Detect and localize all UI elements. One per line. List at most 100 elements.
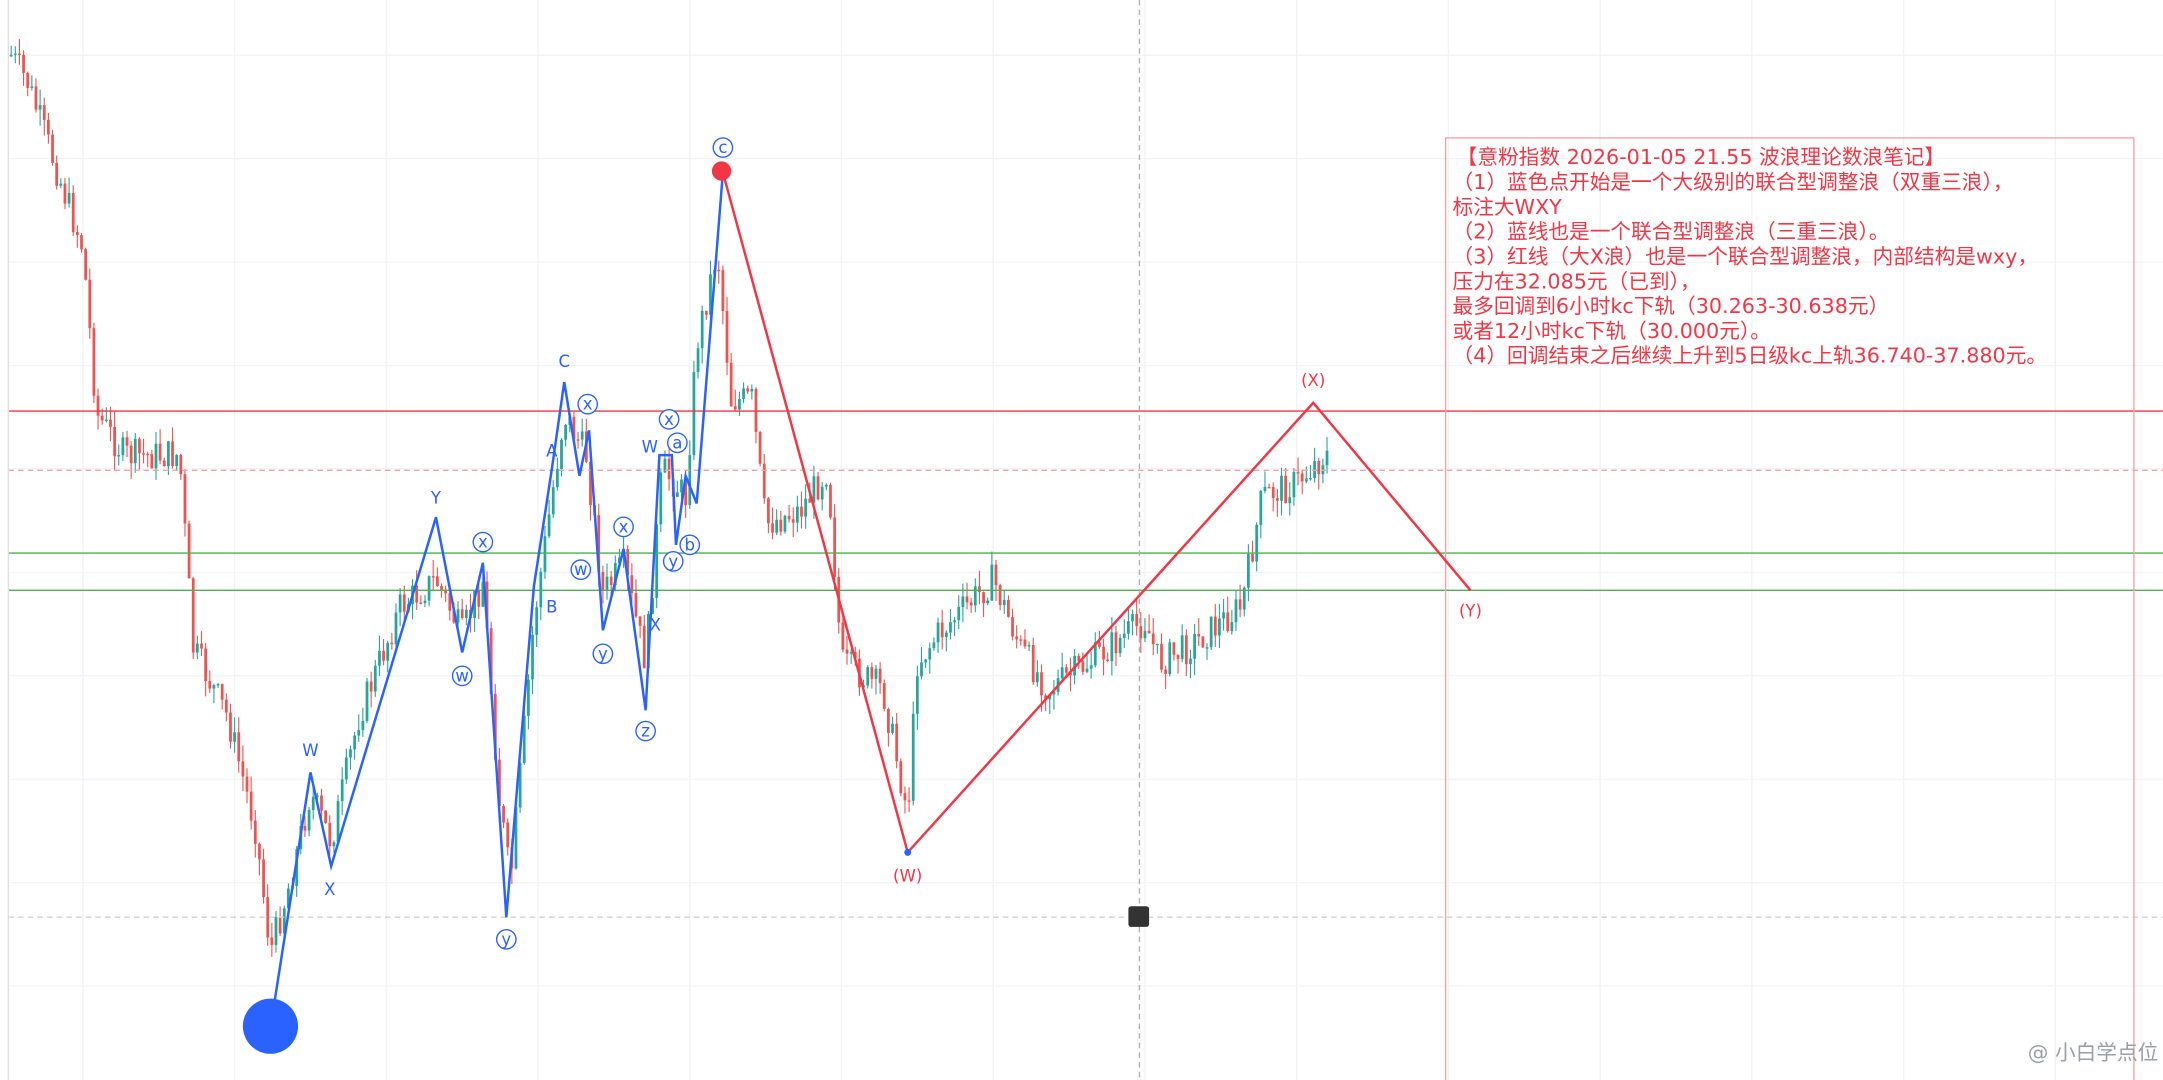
- candle-body: [1135, 614, 1139, 627]
- candle-body: [696, 348, 700, 373]
- candle-body: [1164, 669, 1168, 674]
- candle-body: [1031, 645, 1035, 683]
- candle-body: [357, 730, 361, 736]
- candle-body: [195, 643, 199, 653]
- candle-body: [249, 791, 253, 821]
- candle-body: [738, 398, 741, 410]
- red-wave: [721, 172, 1472, 855]
- candle-body: [866, 667, 870, 686]
- crosshair-button[interactable]: [1128, 906, 1150, 927]
- candle-body: [709, 274, 712, 315]
- candle-body: [986, 600, 990, 604]
- candle-body: [580, 431, 584, 440]
- candle-body: [870, 667, 874, 679]
- candle-body: [543, 536, 547, 572]
- candle-body: [444, 589, 448, 594]
- candle-body: [448, 593, 452, 611]
- candle-body: [386, 642, 390, 661]
- candle-body: [1209, 616, 1213, 648]
- candle-body: [969, 602, 973, 606]
- wave-label: x: [619, 517, 629, 536]
- candle-body: [1242, 587, 1246, 610]
- candle-body: [1019, 639, 1023, 641]
- candle-body: [1077, 655, 1081, 662]
- candle-body: [626, 549, 630, 576]
- wave-label: W: [642, 437, 658, 456]
- candle-body: [361, 720, 365, 731]
- label-circle: [679, 534, 701, 556]
- candle-body: [849, 652, 853, 654]
- candle-body: [1193, 633, 1196, 659]
- candle-body: [460, 609, 464, 619]
- wave-label: x: [664, 410, 674, 429]
- candle-body: [572, 416, 576, 440]
- candle-body: [812, 476, 816, 503]
- candle-body: [721, 270, 725, 311]
- candle-body: [224, 699, 228, 713]
- label-circle: [570, 559, 592, 580]
- candle-body: [282, 908, 286, 934]
- candle-body: [1251, 553, 1254, 562]
- candle-body: [67, 192, 71, 204]
- candle-body: [932, 642, 936, 649]
- note-line: （2）蓝线也是一个联合型调整浪（三重三浪）。: [1453, 220, 1890, 244]
- candle-body: [353, 735, 356, 750]
- candle-body: [1230, 622, 1234, 632]
- wave-label: (W): [893, 866, 922, 885]
- candle-body: [187, 523, 191, 579]
- label-circle: [451, 665, 473, 687]
- candle-body: [1131, 614, 1134, 622]
- candle-body: [576, 439, 580, 441]
- candle-body: [200, 643, 203, 649]
- candle-body: [742, 388, 745, 399]
- candle-body: [1160, 643, 1163, 670]
- candle-body: [746, 388, 750, 392]
- candle-body: [1325, 450, 1329, 466]
- candle-body: [924, 659, 928, 663]
- wave-label: w: [455, 666, 469, 685]
- candle-body: [655, 524, 659, 599]
- candle-body: [42, 105, 46, 120]
- candle-body: [287, 888, 290, 909]
- candle-body: [485, 581, 489, 629]
- candle-body: [1106, 659, 1110, 662]
- candle-body: [973, 586, 977, 606]
- candle-body: [953, 620, 956, 623]
- candle-body: [237, 732, 241, 762]
- candle-body: [936, 622, 940, 643]
- candle-body: [129, 445, 133, 464]
- candle-body: [452, 610, 456, 623]
- candle-body: [179, 454, 183, 475]
- candle-body: [266, 897, 270, 938]
- wave-label: y: [668, 552, 678, 571]
- candle-body: [1176, 654, 1180, 659]
- candle-body: [1139, 626, 1143, 639]
- candle-body: [498, 759, 501, 807]
- candle-body: [382, 650, 385, 661]
- candle-body: [171, 441, 174, 467]
- candle-body: [949, 622, 952, 633]
- candle-body: [154, 443, 158, 469]
- candle-body: [1002, 599, 1006, 606]
- wave-label: Y: [430, 488, 442, 507]
- grid: [8, 0, 2163, 1080]
- candle-body: [928, 648, 932, 660]
- candle-body: [253, 820, 257, 844]
- candle-body: [1085, 668, 1089, 672]
- candle-body: [791, 519, 795, 523]
- note-lines: （1）蓝色点开始是一个大级别的联合型调整浪（双重三浪），标注大WXY（2）蓝线也…: [1453, 170, 2048, 368]
- wave-label: y: [501, 930, 511, 949]
- note-line: （1）蓝色点开始是一个大级别的联合型调整浪（双重三浪），: [1453, 170, 2014, 194]
- candle-body: [13, 53, 17, 55]
- watermark: @ 小白学点位: [2028, 1040, 2159, 1064]
- candle-body: [535, 607, 539, 635]
- candle-body: [30, 86, 34, 88]
- candle-body: [560, 439, 563, 470]
- label-circle: [613, 516, 634, 538]
- candle-body: [1098, 642, 1101, 647]
- candle-body: [1089, 665, 1093, 669]
- candle-body: [750, 388, 754, 392]
- candle-body: [1048, 694, 1052, 700]
- candle-body: [692, 372, 696, 456]
